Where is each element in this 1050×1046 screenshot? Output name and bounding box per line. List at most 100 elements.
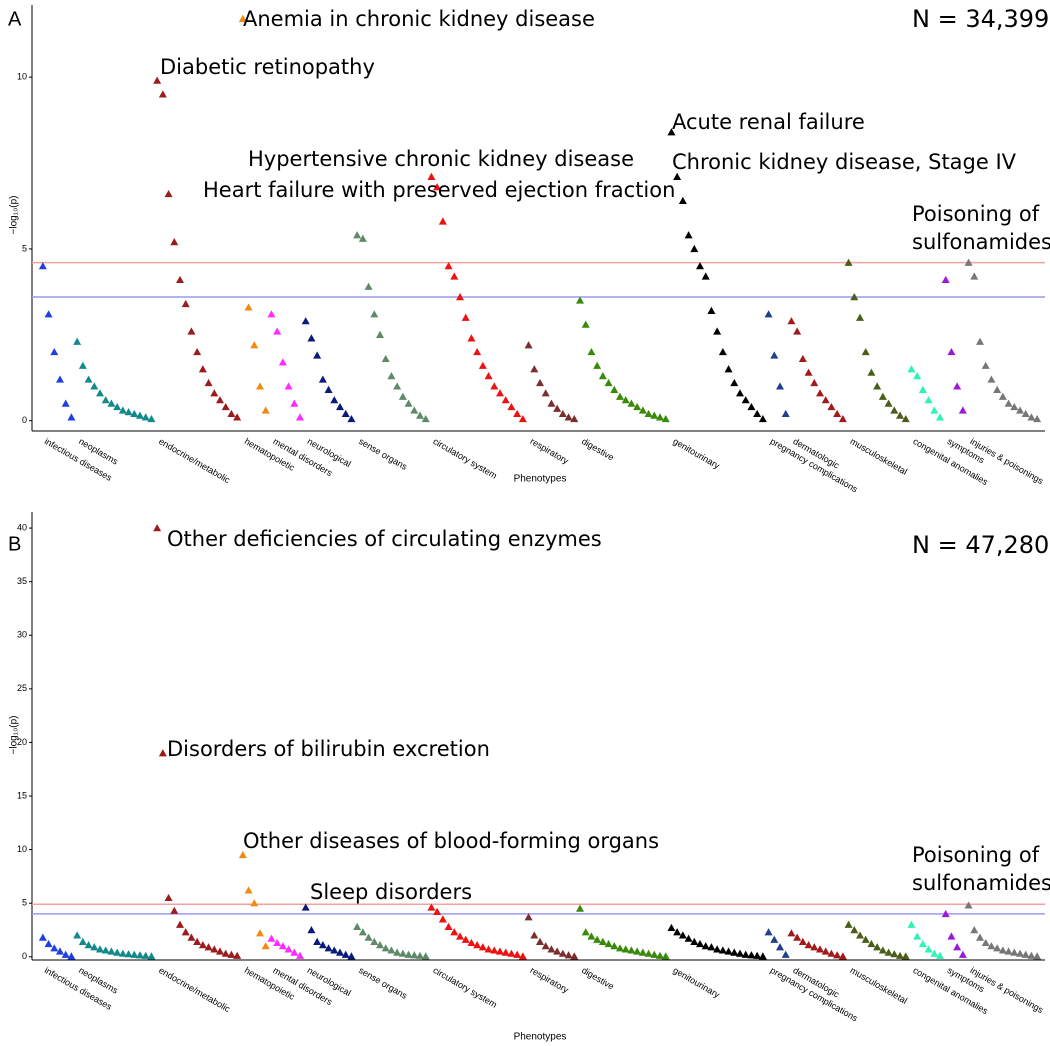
data-point [164, 893, 173, 902]
x-tick-label: sense organs [357, 436, 409, 472]
data-point [581, 928, 590, 936]
data-point [667, 128, 676, 136]
x-axis-label: Phenotypes [514, 474, 567, 485]
data-point [776, 943, 784, 951]
data-point [981, 938, 990, 947]
data-point [673, 172, 682, 180]
data-point [84, 375, 93, 383]
sample-size: N = 34,399 [912, 5, 1049, 33]
data-point [301, 317, 310, 325]
data-point [678, 196, 687, 205]
y-tick-label: 20 [17, 737, 27, 747]
data-point [770, 935, 779, 943]
data-point [96, 945, 104, 953]
data-point [193, 347, 202, 356]
data-point [187, 327, 196, 335]
data-point [141, 413, 150, 421]
data-point [433, 183, 442, 191]
data-point [953, 943, 962, 951]
data-point [238, 14, 247, 22]
data-point [650, 950, 659, 958]
data-point [878, 946, 887, 954]
data-point [284, 945, 293, 953]
data-point [541, 389, 550, 397]
annotation: Other deficiencies of circulating enzyme… [167, 527, 602, 551]
data-point [913, 932, 922, 940]
data-point [501, 948, 510, 956]
data-point [398, 392, 407, 400]
data-point [1033, 414, 1042, 423]
data-point [581, 320, 590, 328]
data-point [810, 378, 819, 387]
data-point [764, 928, 773, 936]
data-point [313, 937, 322, 945]
data-point [198, 365, 207, 373]
data-point [981, 361, 990, 369]
x-tick-label: pregnancy complications [769, 965, 860, 1023]
x-tick-label: respiratory [529, 436, 571, 466]
data-point [370, 310, 379, 318]
data-point [1016, 406, 1024, 414]
data-point [484, 372, 493, 380]
x-tick-label: pregnancy complications [769, 436, 860, 494]
data-point [598, 937, 607, 945]
data-point [50, 347, 59, 356]
data-point [656, 413, 664, 421]
data-point [78, 361, 87, 369]
data-point [147, 414, 156, 423]
y-tick-label: 40 [17, 522, 27, 532]
data-point [918, 385, 927, 393]
data-point [296, 413, 304, 421]
data-point [730, 378, 739, 387]
data-point [347, 414, 356, 423]
data-point [353, 922, 362, 930]
data-point [158, 749, 167, 757]
data-point [438, 915, 447, 923]
data-point [633, 947, 642, 955]
data-point [421, 414, 430, 423]
data-point [221, 949, 230, 957]
data-point [804, 940, 813, 949]
data-point [913, 372, 922, 380]
data-point [341, 950, 350, 958]
data-point [621, 945, 630, 953]
data-point [621, 396, 630, 404]
data-point [524, 913, 533, 921]
data-point [84, 940, 93, 949]
data-point [358, 928, 367, 936]
data-point [496, 389, 504, 397]
data-point [90, 943, 99, 951]
data-point [798, 937, 807, 945]
data-point [113, 948, 122, 956]
data-point [1010, 948, 1019, 956]
data-point [558, 409, 567, 418]
data-point [644, 409, 653, 418]
data-point [381, 944, 390, 952]
data-point [536, 378, 544, 387]
data-point [444, 262, 453, 270]
data-point [107, 947, 116, 955]
panel-label: B [8, 533, 21, 555]
data-point [427, 903, 436, 911]
data-point [896, 411, 904, 419]
data-point [616, 944, 624, 952]
data-point [261, 406, 270, 414]
y-tick-label: 5 [22, 243, 27, 253]
data-point [976, 337, 984, 345]
data-point [410, 951, 419, 959]
data-point [953, 382, 962, 390]
data-point [393, 948, 402, 956]
data-point [821, 947, 830, 955]
data-point [638, 948, 647, 956]
data-point [513, 409, 522, 418]
x-tick-label: circulatory system [431, 965, 498, 1010]
annotation: Disorders of bilirubin excretion [167, 737, 490, 761]
data-point [101, 396, 110, 404]
data-point [936, 413, 944, 421]
data-point [330, 396, 339, 404]
data-point [941, 275, 950, 284]
data-point [387, 372, 396, 380]
data-point [884, 399, 893, 407]
data-point [553, 947, 562, 955]
data-point [553, 404, 562, 412]
